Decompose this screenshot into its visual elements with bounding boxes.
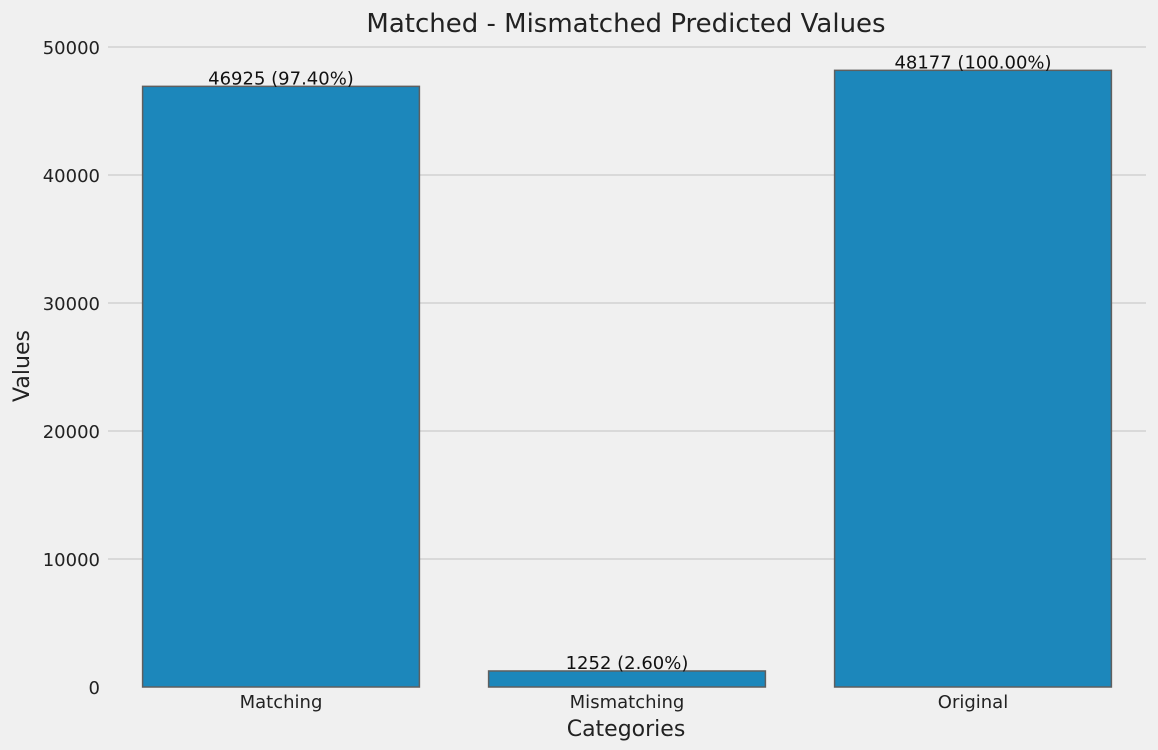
chart-title: Matched - Mismatched Predicted Values [366,9,885,39]
bar-original [833,69,1113,688]
x-tick-labels: Matching Mismatching Original [240,692,1009,713]
bar-value-label: 46925 (97.40%) [208,68,354,89]
bar-value-label: 48177 (100.00%) [894,52,1051,73]
bar-value-label: 1252 (2.60%) [566,653,689,674]
x-tick-label: Matching [240,692,323,713]
y-tick-label: 0 [89,678,100,699]
y-tick-label: 50000 [43,38,100,59]
y-axis-label: Values [10,330,35,402]
bar-matching [141,85,421,688]
bar-value-labels: 46925 (97.40%) 1252 (2.60%) 48177 (100.00%… [208,52,1051,674]
x-axis-label: Categories [567,717,686,742]
y-tick-label: 40000 [43,166,100,187]
y-tick-label: 20000 [43,422,100,443]
y-tick-labels: 0 10000 20000 30000 40000 50000 [43,38,100,699]
bar-mismatching [487,670,767,688]
y-tick-label: 10000 [43,550,100,571]
x-tick-label: Original [938,692,1008,713]
y-tick-label: 30000 [43,294,100,315]
x-tick-label: Mismatching [570,692,685,713]
bars [141,69,1113,688]
